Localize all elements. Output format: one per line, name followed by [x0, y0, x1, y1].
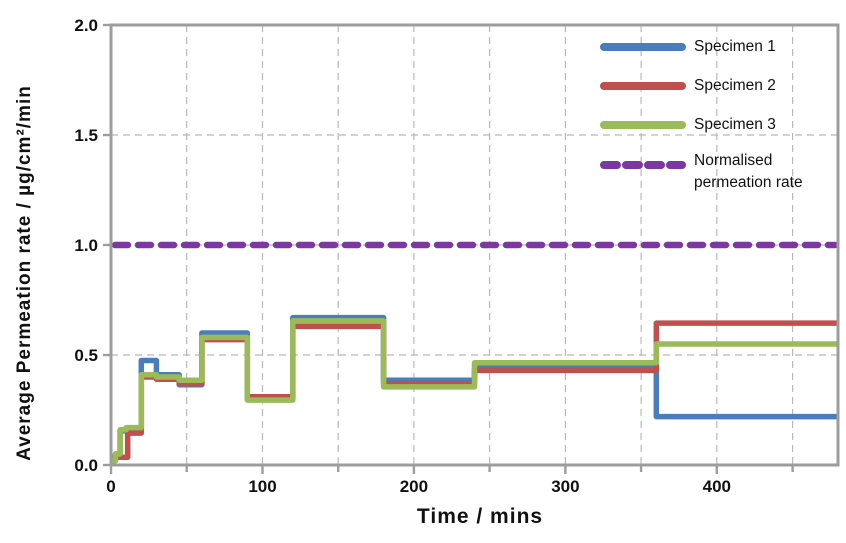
legend-line-specimen-1: [600, 42, 686, 51]
y-tick-label: 0.0: [74, 456, 98, 475]
y-tick-label: 1.5: [74, 126, 98, 145]
legend-label-specimen-3: Specimen 3: [694, 115, 776, 133]
series-specimen-3: [111, 318, 838, 464]
x-axis-title: Time / mins: [416, 505, 544, 528]
legend-item-specimen-1: Specimen 1: [599, 27, 822, 66]
x-tick-label: 200: [400, 477, 428, 496]
legend-line-specimen-2: [600, 81, 686, 90]
x-tick-label: 300: [551, 477, 579, 496]
x-tick-label: 400: [703, 477, 731, 496]
y-tick-label: 0.5: [74, 346, 98, 365]
legend-label-specimen-2: Specimen 2: [694, 76, 776, 94]
legend-label-normalised-rate: Normalised permeation rate: [694, 152, 803, 191]
legend-item-specimen-3: Specimen 3: [599, 105, 822, 144]
legend-item-specimen-2: Specimen 2: [599, 66, 822, 105]
legend-line-specimen-3: [600, 120, 686, 129]
y-tick-label: 1.0: [74, 236, 98, 255]
legend-line-normalised-rate: [600, 161, 686, 169]
legend-label-specimen-1: Specimen 1: [694, 37, 776, 55]
x-tick-label: 0: [106, 477, 115, 496]
legend-item-normalised-rate: Normalised permeation rate: [599, 150, 822, 194]
x-tick-label: 100: [248, 477, 276, 496]
y-tick-label: 2.0: [74, 16, 98, 35]
legend: Specimen 1 Specimen 2 Specimen 3 Normali…: [599, 27, 822, 194]
